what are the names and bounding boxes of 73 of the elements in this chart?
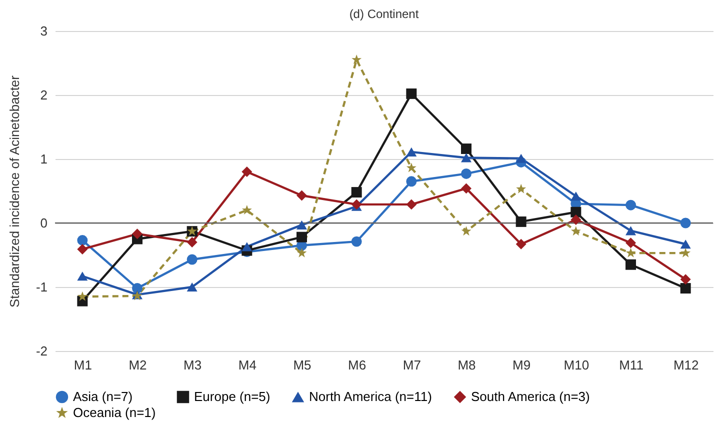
point xyxy=(77,244,88,254)
x-tick-label: M5 xyxy=(293,358,312,372)
x-tick-label: M9 xyxy=(512,358,531,372)
point xyxy=(242,242,252,252)
point xyxy=(77,272,88,281)
y-tick-label: 3 xyxy=(40,24,48,38)
point xyxy=(77,291,88,301)
point xyxy=(516,216,526,227)
point xyxy=(626,200,636,210)
point xyxy=(461,183,472,194)
point xyxy=(570,206,582,218)
y-tick-label: 1 xyxy=(40,152,48,166)
point xyxy=(242,204,252,214)
point xyxy=(626,259,636,270)
x-tick-label: M6 xyxy=(348,358,366,372)
x-tick-label: M12 xyxy=(673,358,699,372)
x-tick-label: M10 xyxy=(564,358,590,372)
point xyxy=(406,176,417,187)
point xyxy=(516,154,526,163)
y-tick-label: -2 xyxy=(36,344,48,358)
x-tick-label: M8 xyxy=(458,358,476,372)
point xyxy=(461,144,472,154)
point xyxy=(680,218,691,228)
point xyxy=(186,254,198,265)
point xyxy=(516,184,526,194)
chart-title: (d) Continent xyxy=(349,7,420,21)
point xyxy=(680,283,691,294)
point xyxy=(626,248,636,258)
point xyxy=(186,282,198,292)
point xyxy=(296,220,307,230)
point xyxy=(351,199,362,210)
x-tick-label: M3 xyxy=(184,358,202,372)
point xyxy=(406,147,417,156)
point xyxy=(296,232,307,242)
point xyxy=(570,192,582,201)
point xyxy=(626,238,636,248)
point xyxy=(461,226,472,236)
x-tick-label: M11 xyxy=(619,358,644,372)
legend-label: Europe (n=5) xyxy=(194,389,270,404)
point xyxy=(132,283,142,294)
y-tick-label: 2 xyxy=(40,88,48,102)
point xyxy=(132,228,142,240)
point xyxy=(461,153,472,162)
point xyxy=(570,226,581,236)
point xyxy=(626,226,636,236)
legend-label: Asia (n=7) xyxy=(73,389,133,404)
point xyxy=(406,199,417,210)
x-tick-label: M4 xyxy=(238,358,256,372)
point xyxy=(351,236,362,247)
y-tick-label: 0 xyxy=(40,216,48,230)
point xyxy=(406,162,416,172)
point xyxy=(406,88,417,99)
point xyxy=(516,238,526,250)
point xyxy=(680,240,691,249)
point xyxy=(242,166,252,178)
legend-label: Oceania (n=1) xyxy=(73,405,156,420)
y-tick-label: -1 xyxy=(36,280,48,294)
point xyxy=(352,54,362,64)
x-tick-label: M7 xyxy=(402,358,421,372)
y-axis-title: Standardized incidence of Acinetobacter xyxy=(6,74,22,308)
point xyxy=(461,168,472,179)
x-tick-label: M2 xyxy=(128,358,147,372)
point xyxy=(186,236,198,248)
point xyxy=(570,214,582,226)
point xyxy=(77,235,88,246)
legend-label: South America (n=3) xyxy=(471,389,590,404)
point xyxy=(296,248,307,258)
x-tick-label: M1 xyxy=(74,358,92,372)
point xyxy=(680,274,691,285)
point xyxy=(296,190,307,201)
point xyxy=(680,248,691,258)
point xyxy=(351,187,362,198)
legend-label: North America (n=11) xyxy=(309,389,432,404)
